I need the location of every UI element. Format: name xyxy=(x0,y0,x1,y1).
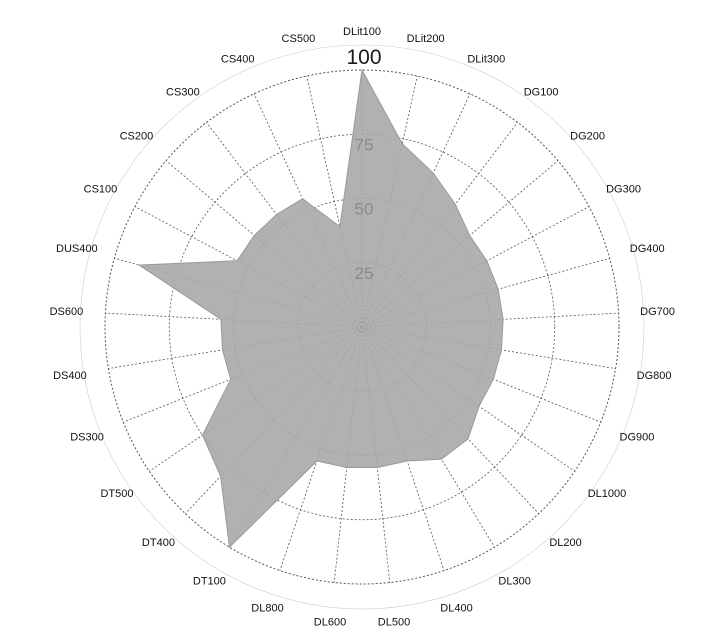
category-label-DS600: DS600 xyxy=(50,306,84,318)
category-label-DS400: DS400 xyxy=(53,370,87,382)
tick-label-50: 50 xyxy=(355,200,374,219)
grid-ring-outer xyxy=(104,69,620,585)
category-label-DG400: DG400 xyxy=(630,243,665,255)
spoke-CS500 xyxy=(306,75,363,328)
tick-label-100: 100 xyxy=(346,46,381,69)
category-label-DS300: DS300 xyxy=(70,432,104,444)
category-label-DT400: DT400 xyxy=(142,537,175,549)
category-label-DL500: DL500 xyxy=(378,616,410,628)
category-labels: DLit100 DLit200 DLit300 DG100 DG200 DG300 DG40… xyxy=(50,26,675,628)
category-label-CS400: CS400 xyxy=(221,53,255,65)
frame-circle xyxy=(79,44,645,610)
series-area-layer xyxy=(137,68,504,549)
category-label-DL800: DL800 xyxy=(251,603,283,615)
category-label-DUS400: DUS400 xyxy=(56,243,98,255)
category-label-DG200: DG200 xyxy=(570,130,605,142)
radial-tick-labels: 25 50 75 100 xyxy=(346,46,381,283)
category-label-CS500: CS500 xyxy=(282,33,316,45)
category-label-DT100: DT100 xyxy=(193,576,226,588)
category-label-DG100: DG100 xyxy=(524,86,559,98)
category-label-CS100: CS100 xyxy=(84,183,118,195)
category-label-DL300: DL300 xyxy=(498,576,530,588)
category-label-CS200: CS200 xyxy=(120,130,154,142)
tick-label-25: 25 xyxy=(355,264,374,283)
category-label-DL1000: DL1000 xyxy=(588,488,627,500)
category-label-DG300: DG300 xyxy=(606,183,641,195)
category-label-DLit100: DLit100 xyxy=(343,26,381,38)
tick-label-75: 75 xyxy=(355,135,374,154)
series-area-0 xyxy=(137,68,504,549)
grid-ring-3 xyxy=(168,133,556,521)
category-label-DL400: DL400 xyxy=(440,603,472,615)
category-label-DG800: DG800 xyxy=(637,370,672,382)
category-label-DLit300: DLit300 xyxy=(467,53,505,65)
category-label-DL600: DL600 xyxy=(314,616,346,628)
category-label-DT500: DT500 xyxy=(100,488,133,500)
category-label-DG700: DG700 xyxy=(640,306,675,318)
category-label-DG900: DG900 xyxy=(620,432,655,444)
category-label-DLit200: DLit200 xyxy=(407,33,445,45)
category-label-DL200: DL200 xyxy=(549,537,581,549)
category-label-CS300: CS300 xyxy=(166,86,200,98)
